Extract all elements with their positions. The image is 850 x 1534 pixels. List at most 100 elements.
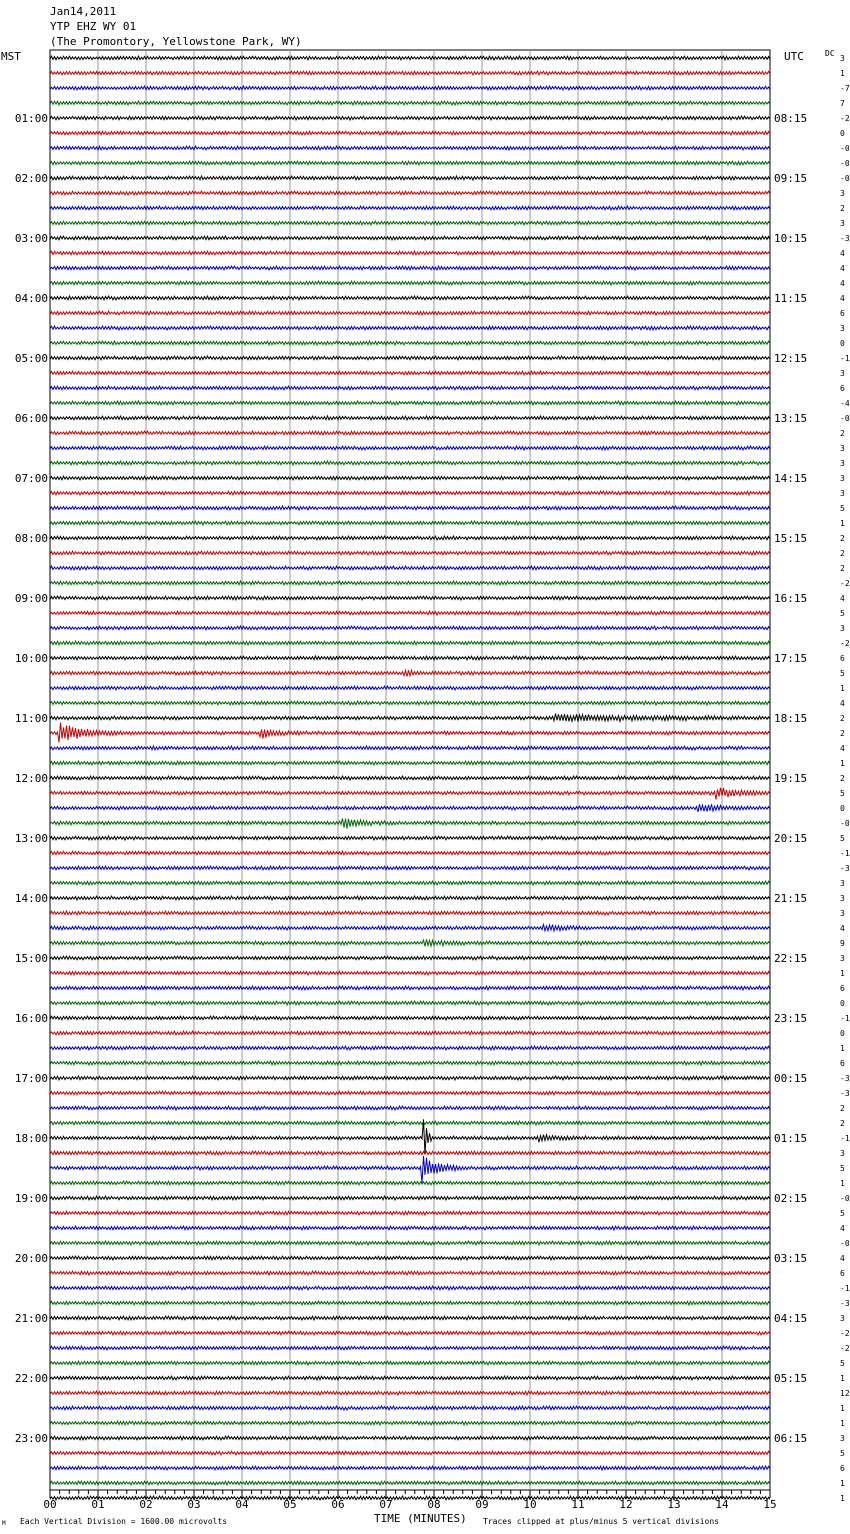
seismic-trace bbox=[49, 1449, 771, 1457]
seismic-trace bbox=[49, 534, 771, 542]
dc-offset-label: 1 bbox=[840, 684, 845, 693]
seismic-trace bbox=[49, 984, 771, 992]
dc-offset-label: 4 bbox=[840, 594, 845, 603]
seismic-trace bbox=[49, 1389, 771, 1397]
dc-offset-label: 5 bbox=[840, 834, 845, 843]
seismic-trace bbox=[49, 624, 771, 632]
utc-hour-label: 02:15 bbox=[774, 1192, 807, 1205]
utc-hour-label: 23:15 bbox=[774, 1012, 807, 1025]
header-station: YTP EHZ WY 01 bbox=[50, 20, 137, 33]
seismic-trace bbox=[49, 429, 771, 437]
utc-hour-label: 03:15 bbox=[774, 1252, 807, 1265]
dc-offset-label: 6 bbox=[840, 984, 845, 993]
seismic-trace bbox=[49, 174, 771, 182]
seismic-trace bbox=[49, 339, 771, 347]
seismic-trace bbox=[49, 444, 771, 452]
seismic-trace bbox=[49, 519, 771, 527]
dc-offset-label: -3 bbox=[840, 1089, 850, 1098]
utc-hour-label: 21:15 bbox=[774, 892, 807, 905]
dc-offset-label: 2 bbox=[840, 429, 845, 438]
utc-hour-label: 04:15 bbox=[774, 1312, 807, 1325]
dc-offset-label: 3 bbox=[840, 624, 845, 633]
dc-offset-label: 4 bbox=[840, 924, 845, 933]
mst-hour-label: 21:00 bbox=[15, 1312, 48, 1325]
seismic-trace bbox=[49, 1255, 771, 1262]
dc-offset-label: 2 bbox=[840, 549, 845, 558]
mst-hour-label: 09:00 bbox=[15, 592, 48, 605]
seismic-trace bbox=[49, 1149, 771, 1157]
mst-hour-label: 10:00 bbox=[15, 652, 48, 665]
dc-offset-label: 0 bbox=[840, 129, 845, 138]
seismic-trace bbox=[49, 1239, 771, 1247]
seismic-trace bbox=[49, 1074, 771, 1082]
dc-offset-label: 3 bbox=[840, 324, 845, 333]
seismic-trace bbox=[49, 159, 771, 167]
utc-hour-label: 13:15 bbox=[774, 412, 807, 425]
dc-offset-label: 5 bbox=[840, 609, 845, 618]
seismic-trace bbox=[49, 594, 771, 602]
seismic-trace bbox=[49, 1269, 771, 1277]
dc-offset-label: 2 bbox=[840, 1119, 845, 1128]
dc-offset-label: 1 bbox=[840, 1419, 845, 1428]
mst-hour-label: 13:00 bbox=[15, 832, 48, 845]
seismic-trace bbox=[49, 1194, 771, 1202]
dc-offset-label: 1 bbox=[840, 1179, 845, 1188]
mst-hour-label: 19:00 bbox=[15, 1192, 48, 1205]
seismic-trace bbox=[49, 1224, 771, 1232]
mst-hour-label: 07:00 bbox=[15, 472, 48, 485]
seismic-trace bbox=[49, 264, 771, 272]
seismic-trace bbox=[49, 1344, 771, 1352]
utc-hour-label: 18:15 bbox=[774, 712, 807, 725]
left-timezone-label: MST bbox=[1, 50, 21, 63]
x-tick-label: 02 bbox=[139, 1498, 152, 1511]
mst-hour-label: 16:00 bbox=[15, 1012, 48, 1025]
mst-hour-label: 01:00 bbox=[15, 112, 48, 125]
dc-offset-label: 1 bbox=[840, 1404, 845, 1413]
mst-hour-label: 18:00 bbox=[15, 1132, 48, 1145]
mst-hour-label: 04:00 bbox=[15, 292, 48, 305]
dc-offset-label: 1 bbox=[840, 69, 845, 78]
dc-offset-label: 3 bbox=[840, 189, 845, 198]
dc-offset-label: 5 bbox=[840, 1164, 845, 1173]
x-tick-label: 08 bbox=[427, 1498, 440, 1511]
dc-offset-label: -1 bbox=[840, 354, 850, 363]
dc-offset-label: 3 bbox=[840, 444, 845, 453]
dc-offset-label: -3 bbox=[840, 1299, 850, 1308]
dc-offset-label: -1 bbox=[840, 1134, 850, 1143]
mst-hour-label: 08:00 bbox=[15, 532, 48, 545]
dc-offset-label: 3 bbox=[840, 54, 845, 63]
dc-offset-label: 6 bbox=[840, 309, 845, 318]
seismic-trace bbox=[49, 234, 771, 242]
seismic-trace bbox=[49, 384, 771, 392]
scale-note: Each Vertical Division = 1600.00 microvo… bbox=[20, 1517, 228, 1526]
seismic-trace bbox=[49, 1314, 771, 1322]
seismic-trace bbox=[49, 474, 771, 482]
utc-hour-label: 08:15 bbox=[774, 112, 807, 125]
seismic-trace bbox=[49, 639, 771, 647]
seismic-trace bbox=[49, 1104, 771, 1112]
seismic-trace bbox=[49, 1014, 771, 1022]
dc-offset-label: -0 bbox=[840, 174, 850, 183]
x-tick-label: 12 bbox=[619, 1498, 632, 1511]
seismic-trace bbox=[49, 1464, 771, 1472]
mst-hour-label: 06:00 bbox=[15, 412, 48, 425]
dc-offset-label: -1 bbox=[840, 1284, 850, 1293]
utc-hour-label: 22:15 bbox=[774, 952, 807, 965]
utc-hour-label: 14:15 bbox=[774, 472, 807, 485]
dc-offset-label: 1 bbox=[840, 519, 845, 528]
seismic-trace bbox=[49, 1434, 771, 1442]
dc-offset-label: -1 bbox=[840, 849, 850, 858]
x-tick-label: 09 bbox=[475, 1498, 488, 1511]
seismic-trace bbox=[49, 684, 771, 692]
dc-offset-label: 1 bbox=[840, 1374, 845, 1383]
utc-hour-label: 01:15 bbox=[774, 1132, 807, 1145]
seismic-trace bbox=[49, 504, 771, 512]
seismic-trace bbox=[49, 969, 771, 977]
dc-offset-label: -0 bbox=[840, 1194, 850, 1203]
seismic-trace bbox=[49, 1179, 771, 1187]
dc-offset-label: 3 bbox=[840, 894, 845, 903]
dc-offset-label: 3 bbox=[840, 909, 845, 918]
seismic-trace bbox=[49, 1284, 771, 1292]
dc-offset-label: 3 bbox=[840, 219, 845, 228]
seismic-trace bbox=[49, 1209, 771, 1217]
